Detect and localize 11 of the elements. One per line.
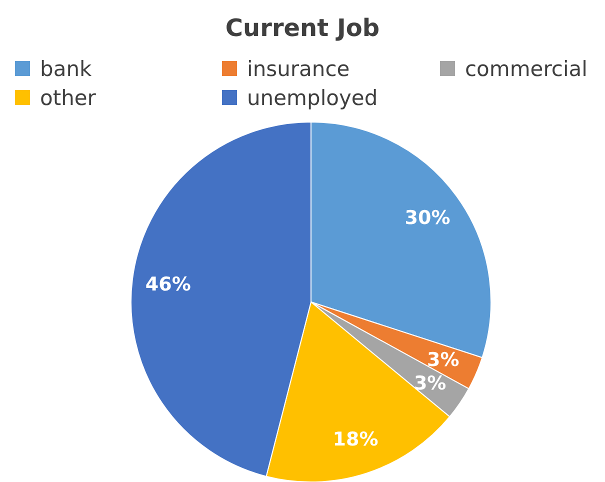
legend-label: unemployed [247,86,378,110]
legend-label: insurance [247,57,350,81]
legend-label: commercial [465,57,588,81]
data-label: 46% [145,274,191,296]
legend-label: other [40,86,96,110]
data-label: 18% [332,428,378,451]
data-label: 3% [427,348,460,371]
data-label: 3% [414,372,446,395]
chart-title: Current Job [225,14,380,42]
data-label: 30% [404,207,450,230]
legend-label: bank [40,57,93,81]
